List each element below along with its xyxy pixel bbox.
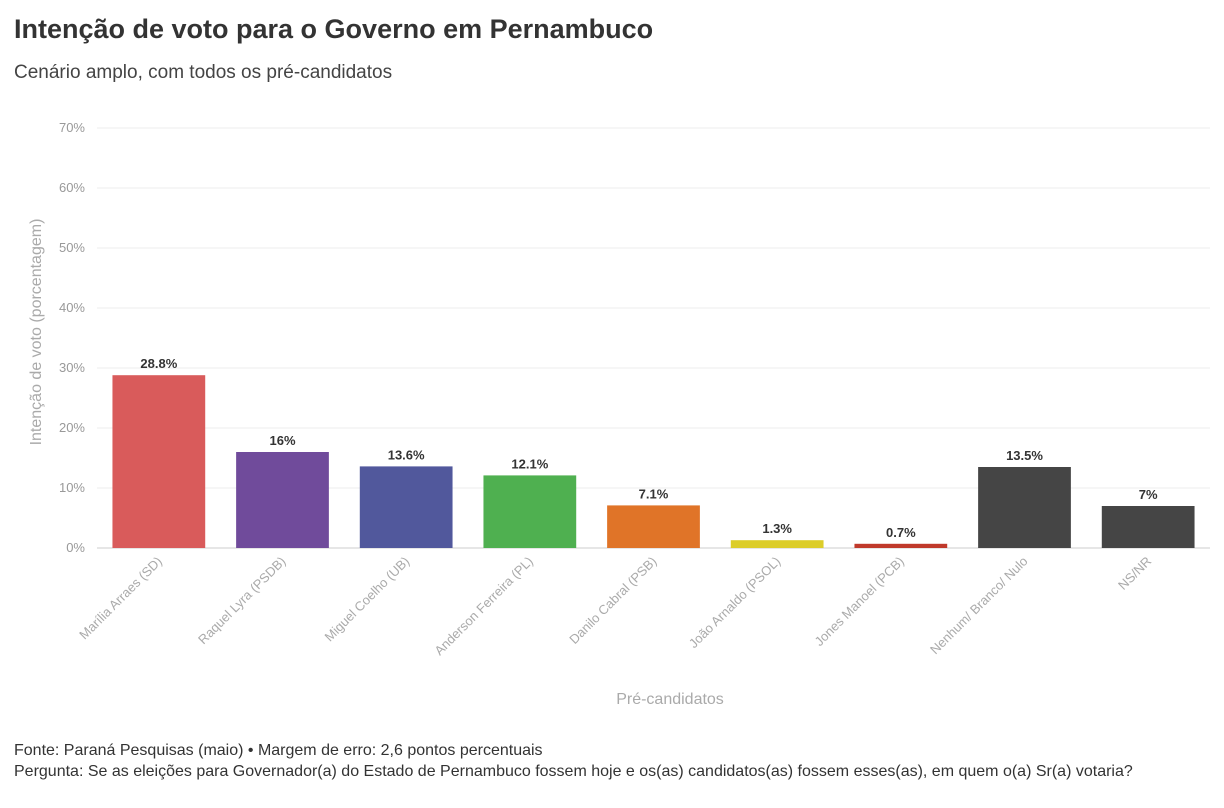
x-tick-label: Anderson Ferreira (PL)	[431, 554, 536, 659]
question-note: Pergunta: Se as eleições para Governador…	[14, 763, 1133, 780]
value-label: 0.7%	[886, 525, 916, 540]
bar	[854, 543, 948, 548]
bar	[236, 452, 329, 548]
value-label: 16%	[269, 433, 295, 448]
x-tick-label: NS/NR	[1115, 554, 1154, 593]
bar	[1101, 506, 1195, 548]
value-label: 1.3%	[762, 521, 792, 536]
y-axis-title: Intenção de voto (porcentagem)	[28, 219, 45, 446]
bars	[112, 375, 1195, 548]
x-tick-label: Jones Manoel (PCB)	[812, 554, 907, 649]
y-tick-label: 60%	[59, 180, 85, 195]
bar	[359, 466, 453, 548]
x-axis-ticks: Marília Arraes (SD) Raquel Lyra (PSDB) Mig…	[76, 554, 1154, 659]
value-label: 13.6%	[388, 447, 425, 462]
value-label: 28.8%	[140, 356, 177, 371]
y-tick-label: 20%	[59, 420, 85, 435]
y-tick-label: 30%	[59, 360, 85, 375]
bar-chart: 0% 10% 20% 30% 40% 50% 60% 70% 28.8% 16% 13.6% 12.…	[28, 120, 1210, 708]
footer: Fonte: Paraná Pesquisas (maio) • Margem …	[14, 740, 1209, 782]
y-tick-label: 50%	[59, 240, 85, 255]
bar	[112, 375, 206, 548]
y-tick-label: 10%	[59, 480, 85, 495]
chart-title: Intenção de voto para o Governo em Perna…	[14, 14, 654, 44]
bar	[483, 475, 577, 548]
y-tick-label: 70%	[59, 120, 85, 135]
y-axis-ticks: 0% 10% 20% 30% 40% 50% 60% 70%	[59, 120, 85, 555]
source-note: Fonte: Paraná Pesquisas (maio) • Margem …	[14, 742, 543, 759]
x-tick-label: Nenhum/ Branco/ Nulo	[927, 554, 1031, 658]
chart-subtitle: Cenário amplo, com todos os pré-candidat…	[14, 62, 393, 83]
x-tick-label: Danilo Cabral (PSB)	[566, 554, 659, 647]
value-label: 7.1%	[639, 486, 669, 501]
x-tick-label: Miguel Coelho (UB)	[321, 554, 412, 645]
value-label: 12.1%	[511, 456, 548, 471]
bar	[978, 467, 1071, 548]
value-labels: 28.8% 16% 13.6% 12.1% 7.1% 1.3% 0.7% 13.5% 7%	[140, 356, 1158, 540]
x-tick-label: Marília Arraes (SD)	[76, 554, 165, 643]
bar	[607, 505, 700, 548]
x-axis-title: Pré-candidatos	[616, 691, 724, 708]
y-tick-label: 0%	[66, 540, 85, 555]
value-label: 7%	[1139, 487, 1158, 502]
bar	[730, 540, 824, 548]
value-label: 13.5%	[1006, 448, 1043, 463]
x-tick-label: Raquel Lyra (PSDB)	[195, 554, 289, 648]
x-tick-label: João Arnaldo (PSOL)	[686, 554, 783, 651]
y-tick-label: 40%	[59, 300, 85, 315]
